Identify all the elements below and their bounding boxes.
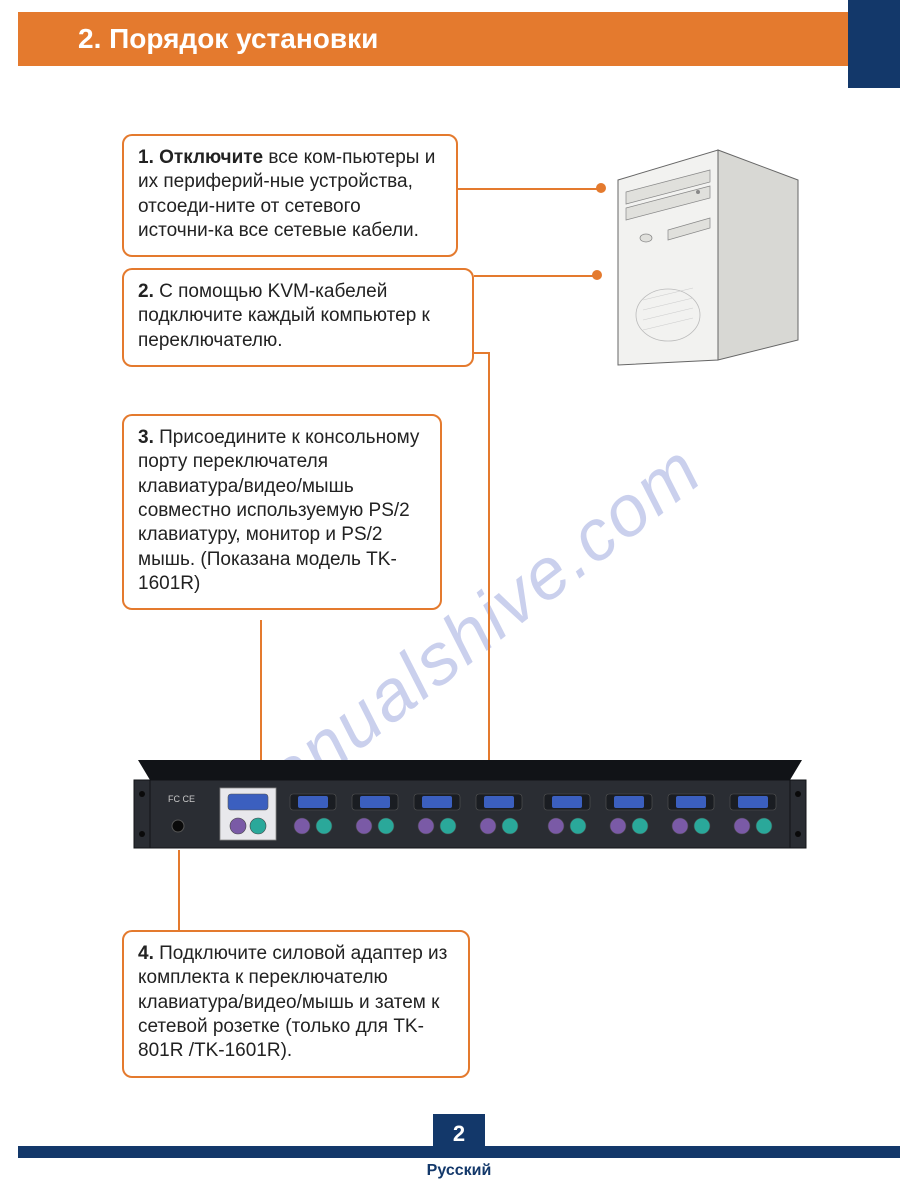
pc-tower-illustration	[598, 140, 808, 370]
step-4-num: 4.	[138, 943, 154, 964]
step-1-bold: Отключите	[159, 147, 263, 168]
step-2-text: С помощью KVM-кабелей подключите каждый …	[138, 281, 430, 351]
callout-line	[488, 352, 490, 790]
callout-line	[458, 188, 598, 190]
step-2-box: 2. С помощью KVM-кабелей подключите кажд…	[122, 268, 474, 367]
step-3-box: 3. Присоедините к консольному порту пере…	[122, 414, 442, 610]
step-4-box: 4. Подключите силовой адаптер из комплек…	[122, 930, 470, 1078]
kvm-switch-illustration: FC CE	[130, 752, 810, 872]
callout-line	[178, 850, 180, 930]
page-number: 2	[453, 1121, 465, 1146]
language-label: Русский	[427, 1162, 492, 1180]
svg-text:FC CE: FC CE	[168, 794, 195, 804]
step-2-num: 2.	[138, 281, 154, 302]
step-1-box: 1. Отключите все ком-пьютеры и их перифе…	[122, 134, 458, 257]
callout-dot-icon	[596, 183, 606, 193]
page-number-badge: 2	[433, 1114, 485, 1158]
step-3-text: Присоедините к консольному порту переклю…	[138, 427, 419, 594]
step-4-text: Подключите силовой адаптер из комплекта …	[138, 943, 447, 1061]
callout-line	[474, 275, 594, 277]
step-1-num: 1.	[138, 147, 154, 168]
step-3-num: 3.	[138, 427, 154, 448]
callout-dot-icon	[592, 270, 602, 280]
callout-line	[474, 352, 490, 354]
page-content: manualshive.com 1. Отключите все ком-пью…	[0, 0, 918, 1188]
